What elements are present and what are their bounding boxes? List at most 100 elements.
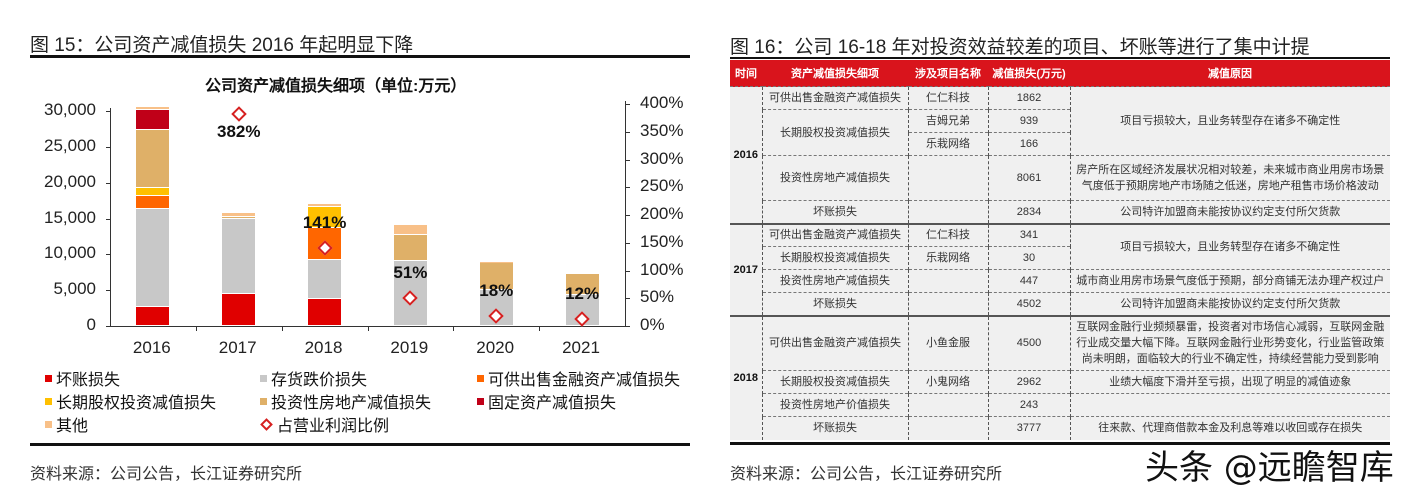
table-row: 2017 可供出售金融资产减值损失 仁仁科技 341 项目亏损较大，且业务转型存… xyxy=(730,222,1390,316)
bar-segment xyxy=(136,196,170,209)
reason-cell: 公司特许加盟商未能按协议约定支付所欠货款 xyxy=(1069,200,1390,224)
header-loss: 减值损失(万元) xyxy=(988,60,1070,87)
loss-cell: 8061 xyxy=(987,155,1070,201)
reason-cell xyxy=(1069,393,1390,417)
legend-label: 占营业利润比例 xyxy=(277,418,390,435)
legend-swatch-icon xyxy=(260,397,267,405)
x-tick-label: 2019 xyxy=(390,338,429,357)
project-cell: 仁仁科技 xyxy=(907,86,988,110)
y2-tick xyxy=(625,270,630,272)
legend-item: 可供出售金融资产减值损失 xyxy=(477,366,680,390)
y-axis-right xyxy=(625,101,626,326)
legend-item: 存货跌价损失 xyxy=(260,366,367,390)
item-cell: 坏账损失 xyxy=(761,200,908,224)
loss-cell: 4502 xyxy=(987,292,1070,316)
bar-segment xyxy=(136,129,170,187)
y2-tick-label: 350% xyxy=(640,120,684,140)
legend-item: 其他 xyxy=(45,412,88,436)
ratio-marker-icon xyxy=(230,106,247,122)
table-header-row: 时间 资产减值损失细项 涉及项目名称 减值损失(万元) 减值原因 xyxy=(730,60,1390,87)
item-cell: 可供出售金融资产减值损失 xyxy=(761,86,908,110)
header-time: 时间 xyxy=(730,60,762,87)
legend-label: 投资性房地产减值损失 xyxy=(271,395,432,412)
y-tick xyxy=(106,254,110,256)
bar-segment xyxy=(136,187,170,196)
year-cell: 2017 xyxy=(730,222,762,316)
legend-item: 投资性房地产减值损失 xyxy=(260,389,431,413)
y-tick-label: 0 xyxy=(86,315,96,334)
bar-segment xyxy=(393,224,427,234)
legend-item: 占营业利润比例 xyxy=(260,412,389,436)
legend-swatch-icon xyxy=(260,374,267,382)
y-tick xyxy=(106,111,110,112)
bar-segment xyxy=(308,207,342,227)
right-source: 资料来源：公司公告，长江证券研究所 xyxy=(730,466,1003,483)
bar-segment xyxy=(479,262,513,264)
table-row: 坏账损失 3777 往来款、代理商借款本金及利息等难以收回或存在损失 xyxy=(730,416,1390,440)
y-tick xyxy=(106,146,110,148)
bar-segment xyxy=(308,298,342,325)
chart-title: 公司资产减值损失细项（单位:万元） xyxy=(205,78,467,95)
loss-cell: 4500 xyxy=(987,314,1070,371)
legend-swatch-icon xyxy=(45,397,52,405)
x-tick xyxy=(367,326,369,331)
legend-label: 其他 xyxy=(56,418,89,435)
y-axis-left xyxy=(110,108,111,326)
table-row: 2016 可供出售金融资产减值损失 仁仁科技 1862 项目亏损较大，且业务转型… xyxy=(730,86,1390,224)
y-tick-label: 20,000 xyxy=(44,171,96,191)
header-item: 资产减值损失细项 xyxy=(762,60,908,87)
item-cell: 长期股权投资减值损失 xyxy=(761,370,908,394)
table-row: 坏账损失 4502 公司特许加盟商未能按协议约定支付所欠货款 xyxy=(730,292,1390,316)
table-row: 长期股权投资减值损失 小鬼网络 2962 业绩大幅度下滑并至亏损，出现了明显的减… xyxy=(730,370,1390,394)
y-tick xyxy=(106,218,110,220)
project-cell xyxy=(907,155,988,201)
project-cell: 乐栽网络 xyxy=(907,246,988,270)
x-tick xyxy=(281,326,283,331)
bar-segment xyxy=(136,110,170,129)
y2-tick-label: 250% xyxy=(640,176,684,196)
reason-cell: 公司特许加盟商未能按协议约定支付所欠货款 xyxy=(1069,292,1390,316)
reason-cell: 互联网金融行业频频暴雷，投资者对市场信心减弱，互联网金融行业成交量大幅下降。互联… xyxy=(1069,314,1390,371)
y2-tick xyxy=(625,131,630,133)
item-cell: 可供出售金融资产减值损失 xyxy=(761,314,908,371)
project-cell: 乐栽网络 xyxy=(907,132,988,156)
bar-segment xyxy=(222,213,256,217)
legend-item: 固定资产减值损失 xyxy=(477,389,616,413)
project-cell: 小鱼金服 xyxy=(907,314,988,371)
table-row: 投资性房地产价值损失 243 xyxy=(730,393,1390,417)
loss-cell: 30 xyxy=(987,246,1070,270)
bar-segment xyxy=(222,219,256,293)
y2-tick xyxy=(625,242,630,244)
x-tick-label: 2018 xyxy=(304,338,343,357)
table-row: 长期股权投资减值损失 吉姆兄弟 939 xyxy=(730,109,1390,156)
y-tick-label: 30,000 xyxy=(44,100,96,119)
legend-item: 长期股权投资减值损失 xyxy=(45,389,216,413)
bar-segment xyxy=(136,209,170,306)
header-project: 涉及项目名称 xyxy=(908,60,988,87)
loss-cell: 243 xyxy=(987,393,1070,417)
right-bottom-rule xyxy=(730,442,1390,445)
item-cell: 投资性房地产减值损失 xyxy=(761,269,908,293)
legend-swatch-icon xyxy=(477,397,484,405)
x-tick xyxy=(453,326,455,331)
y-tick-label: 15,000 xyxy=(44,207,96,227)
reason-cell: 业绩大幅度下滑并至亏损，出现了明显的减值迹象 xyxy=(1069,370,1390,394)
x-tick xyxy=(195,326,197,331)
ratio-label: 18% xyxy=(479,281,514,300)
project-cell xyxy=(907,393,988,417)
table-row: 投资性房地产减值损失 8061 房产所在区域经济发展状况相对较差，未来城市商业用… xyxy=(730,155,1390,201)
loss-cell: 1862 xyxy=(987,86,1070,110)
x-tick-label: 2020 xyxy=(476,338,515,357)
y2-tick xyxy=(625,187,630,189)
title-rule xyxy=(30,55,690,58)
project-cell: 吉姆兄弟 xyxy=(907,109,988,133)
item-cell: 可供出售金融资产减值损失 xyxy=(761,222,908,247)
reason-cell: 往来款、代理商借款本金及利息等难以收回或存在损失 xyxy=(1069,416,1390,440)
header-reason: 减值原因 xyxy=(1070,60,1390,87)
y-tick xyxy=(106,326,110,327)
y2-tick-label: 0% xyxy=(640,315,665,334)
y-tick-label: 10,000 xyxy=(44,243,96,263)
loss-cell: 2962 xyxy=(987,370,1070,394)
loss-cell: 341 xyxy=(987,222,1070,247)
